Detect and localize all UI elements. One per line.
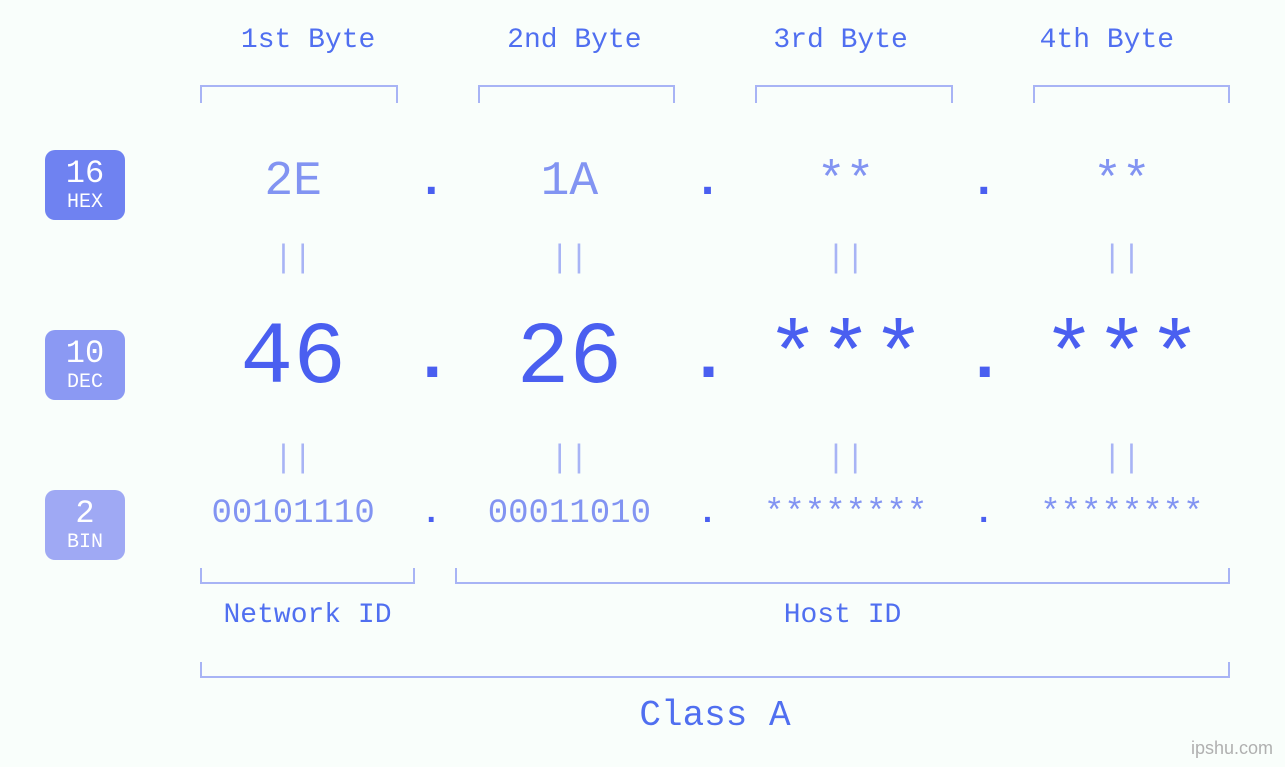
dot: . xyxy=(688,320,728,399)
badge-dec-name: DEC xyxy=(67,372,103,394)
badge-dec: 10 DEC xyxy=(45,330,125,400)
dot: . xyxy=(411,320,451,399)
bracket-top-4 xyxy=(1033,85,1231,103)
equals-sign: || xyxy=(451,240,687,277)
dot: . xyxy=(964,495,1004,533)
byte-brackets-top xyxy=(200,85,1230,103)
dot: . xyxy=(964,320,1004,399)
hex-byte-3: ** xyxy=(728,155,964,209)
byte-headers: 1st Byte 2nd Byte 3rd Byte 4th Byte xyxy=(175,25,1240,56)
dec-byte-3: *** xyxy=(728,310,964,409)
badge-bin: 2 BIN xyxy=(45,490,125,560)
bracket-top-1 xyxy=(200,85,398,103)
badge-hex-name: HEX xyxy=(67,192,103,214)
bin-byte-3: ******** xyxy=(728,495,964,533)
badge-dec-num: 10 xyxy=(66,336,104,371)
watermark: ipshu.com xyxy=(1191,738,1273,759)
dot: . xyxy=(688,495,728,533)
bin-byte-1: 00101110 xyxy=(175,495,411,533)
network-id-label: Network ID xyxy=(200,600,415,631)
equals-sign: || xyxy=(728,240,964,277)
dec-byte-2: 26 xyxy=(451,310,687,409)
hex-byte-4: ** xyxy=(1004,155,1240,209)
byte-header-1: 1st Byte xyxy=(175,25,441,56)
hex-row: 2E . 1A . ** . ** xyxy=(175,155,1240,209)
badge-hex: 16 HEX xyxy=(45,150,125,220)
host-id-bracket xyxy=(455,568,1230,584)
bin-row: 00101110 . 00011010 . ******** . *******… xyxy=(175,495,1240,533)
hex-byte-1: 2E xyxy=(175,155,411,209)
bracket-top-3 xyxy=(755,85,953,103)
dot: . xyxy=(411,495,451,533)
byte-header-2: 2nd Byte xyxy=(441,25,707,56)
dec-byte-1: 46 xyxy=(175,310,411,409)
dec-row: 46 . 26 . *** . *** xyxy=(175,310,1240,409)
equals-row-a: || || || || xyxy=(175,240,1240,277)
equals-sign: || xyxy=(175,240,411,277)
badge-bin-name: BIN xyxy=(67,532,103,554)
bin-byte-4: ******** xyxy=(1004,495,1240,533)
equals-sign: || xyxy=(175,440,411,477)
equals-sign: || xyxy=(1004,240,1240,277)
byte-header-4: 4th Byte xyxy=(974,25,1240,56)
bracket-top-2 xyxy=(478,85,676,103)
host-id-label: Host ID xyxy=(455,600,1230,631)
byte-header-3: 3rd Byte xyxy=(708,25,974,56)
dec-byte-4: *** xyxy=(1004,310,1240,409)
network-id-bracket xyxy=(200,568,415,584)
dot: . xyxy=(964,155,1004,209)
equals-row-b: || || || || xyxy=(175,440,1240,477)
equals-sign: || xyxy=(1004,440,1240,477)
hex-byte-2: 1A xyxy=(451,155,687,209)
class-bracket xyxy=(200,662,1230,678)
class-label: Class A xyxy=(200,695,1230,736)
dot: . xyxy=(688,155,728,209)
equals-sign: || xyxy=(728,440,964,477)
bin-byte-2: 00011010 xyxy=(451,495,687,533)
dot: . xyxy=(411,155,451,209)
badge-bin-num: 2 xyxy=(75,496,94,531)
equals-sign: || xyxy=(451,440,687,477)
badge-hex-num: 16 xyxy=(66,156,104,191)
